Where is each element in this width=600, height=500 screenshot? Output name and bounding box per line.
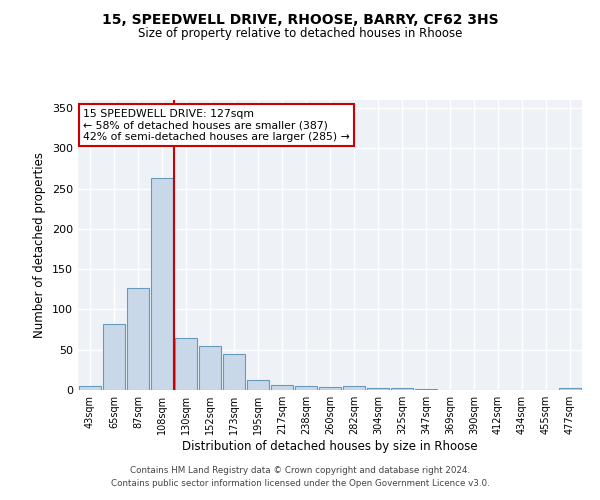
Bar [223,354,245,390]
Bar [127,288,149,390]
Bar [247,380,269,390]
Bar [319,387,341,390]
Bar [367,388,389,390]
Bar [343,386,365,390]
Bar [175,338,197,390]
Bar [151,178,173,390]
Bar [391,388,413,390]
Text: Size of property relative to detached houses in Rhoose: Size of property relative to detached ho… [138,28,462,40]
Bar [295,386,317,390]
Text: Contains HM Land Registry data © Crown copyright and database right 2024.
Contai: Contains HM Land Registry data © Crown c… [110,466,490,487]
Bar [559,388,581,390]
Bar [79,386,101,390]
Text: 15, SPEEDWELL DRIVE, RHOOSE, BARRY, CF62 3HS: 15, SPEEDWELL DRIVE, RHOOSE, BARRY, CF62… [101,12,499,26]
Y-axis label: Number of detached properties: Number of detached properties [34,152,46,338]
Bar [103,324,125,390]
Bar [415,389,437,390]
Text: 15 SPEEDWELL DRIVE: 127sqm
← 58% of detached houses are smaller (387)
42% of sem: 15 SPEEDWELL DRIVE: 127sqm ← 58% of deta… [83,108,350,142]
Bar [199,346,221,390]
Bar [271,385,293,390]
X-axis label: Distribution of detached houses by size in Rhoose: Distribution of detached houses by size … [182,440,478,453]
